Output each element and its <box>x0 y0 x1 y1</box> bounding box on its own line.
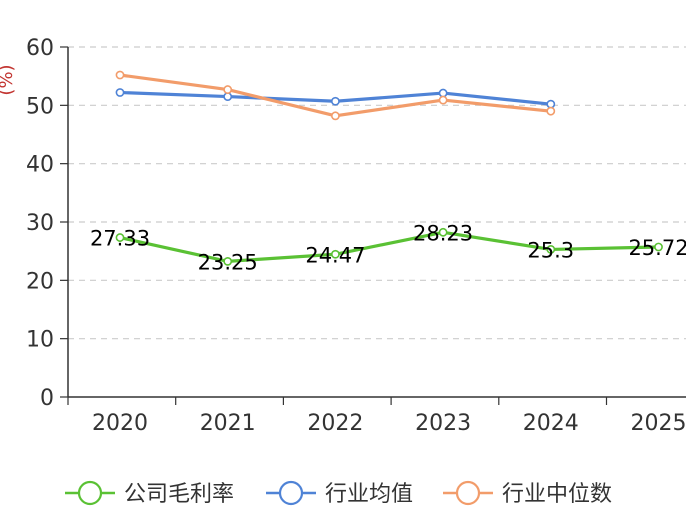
data-point <box>438 95 448 105</box>
y-tick-label: 40 <box>26 153 54 178</box>
legend-item[interactable]: 行业中位数 <box>443 480 612 507</box>
legend-swatch-marker <box>278 480 304 506</box>
data-label: 25.3 <box>527 238 574 262</box>
grid-layer <box>68 46 686 340</box>
data-point <box>223 256 233 266</box>
x-tick-label: 2021 <box>200 411 256 436</box>
axis-layer: 0 10 20 30 40 50 60 2020 2021 2022 2023 2024 2025 <box>26 36 686 436</box>
data-label: 25.72 <box>628 236 686 260</box>
y-tick-label: 60 <box>26 36 54 61</box>
data-label: 27.33 <box>90 227 150 251</box>
data-label: 23.25 <box>198 250 258 274</box>
legend-item[interactable]: 行业均值 <box>266 480 413 507</box>
y-axis-label: (%) <box>0 64 17 95</box>
x-tick-label: 2020 <box>92 411 148 436</box>
data-point <box>330 96 340 106</box>
legend: 公司毛利率 行业均值 行业中位数 <box>65 480 612 507</box>
y-tick-label: 10 <box>26 328 54 353</box>
x-tick-label: 2023 <box>415 411 471 436</box>
data-point <box>330 249 340 259</box>
y-tick-label: 30 <box>26 211 54 236</box>
data-label: 28.23 <box>413 221 473 245</box>
series-line <box>118 230 661 263</box>
data-label: 24.47 <box>305 243 365 267</box>
data-point <box>546 106 556 116</box>
legend-label: 行业中位数 <box>502 482 612 507</box>
x-tick-label: 2022 <box>307 411 363 436</box>
legend-item[interactable]: 公司毛利率 <box>65 480 234 507</box>
y-tick-label: 20 <box>26 269 54 294</box>
legend-swatch-marker <box>455 480 481 506</box>
data-point <box>223 85 233 94</box>
data-point <box>546 99 556 109</box>
legend-label: 行业均值 <box>325 482 413 507</box>
data-point <box>330 111 340 121</box>
y-tick-label: 0 <box>40 386 54 411</box>
data-point <box>115 233 125 242</box>
y-tick-label: 50 <box>26 94 54 119</box>
legend-label: 公司毛利率 <box>124 482 234 507</box>
data-point <box>438 227 448 237</box>
data-point <box>115 70 125 80</box>
data-point <box>654 242 663 252</box>
data-label-layer: 27.33 23.25 24.47 28.23 25.3 25.72 <box>90 221 686 274</box>
x-tick-label: 2024 <box>523 411 579 436</box>
data-point <box>438 88 448 98</box>
data-point <box>223 92 233 101</box>
data-point <box>115 88 125 97</box>
data-point <box>546 245 556 254</box>
x-tick-label: 2025 <box>631 411 686 436</box>
legend-swatch-marker <box>77 480 103 506</box>
series-layer <box>115 70 663 266</box>
